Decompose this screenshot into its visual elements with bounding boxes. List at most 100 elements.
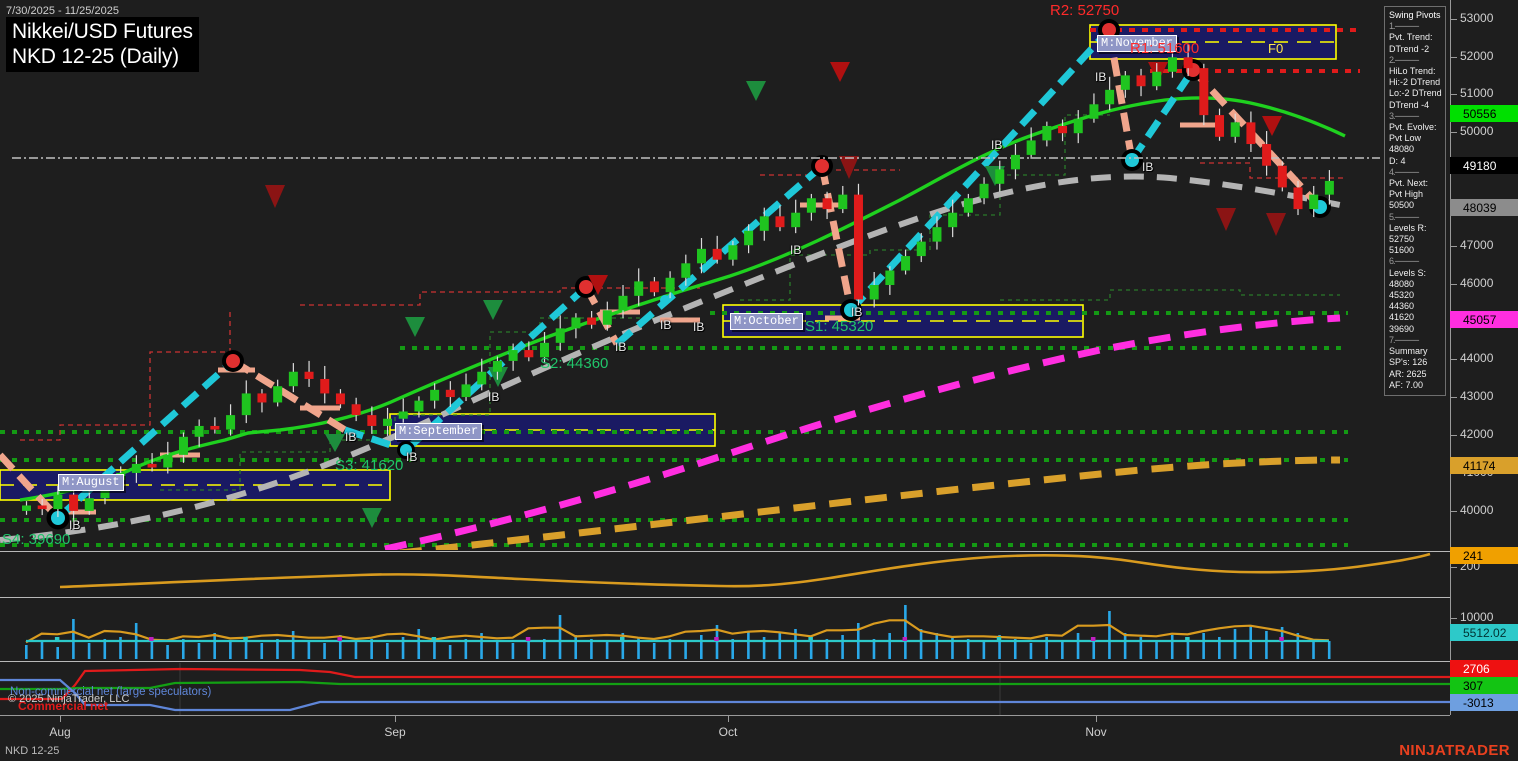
candle-body: [178, 436, 188, 455]
candle-body: [1246, 122, 1256, 145]
f0-label: F0: [1268, 41, 1284, 56]
cot-noncommercial-line: [0, 678, 1450, 712]
candle-body: [1215, 115, 1225, 137]
candle-body: [1293, 187, 1303, 210]
candle-body: [1073, 118, 1083, 134]
volume-bar: [448, 645, 452, 659]
candle-body: [728, 245, 738, 260]
volume-bar: [982, 641, 986, 659]
swing-pivot-line: D: 4: [1389, 155, 1406, 166]
cot-pane[interactable]: [0, 663, 1450, 715]
swing-pivot-line: 7.------------: [1389, 334, 1419, 345]
candle-body: [147, 463, 157, 468]
volume-marker-dot: [808, 637, 813, 641]
candle-body: [1105, 89, 1115, 105]
price-axis-badge[interactable]: 307: [1450, 677, 1518, 694]
ib-marker: IB: [693, 320, 705, 334]
ib-marker: IB: [1142, 160, 1154, 174]
price-axis-badge[interactable]: -3013: [1450, 694, 1518, 711]
open-interest-line: [59, 552, 1431, 589]
swing-pivot-line: 48080: [1389, 278, 1415, 289]
price-axis-badge[interactable]: 41174: [1450, 457, 1518, 474]
volume-bar: [1139, 637, 1143, 659]
candle-body: [1262, 144, 1272, 166]
open-interest-pane[interactable]: [0, 551, 1450, 598]
volume-bar: [150, 641, 154, 659]
cot-plot: [0, 663, 1450, 715]
candle-body: [273, 386, 283, 403]
candle-body: [1089, 104, 1099, 119]
volume-bar: [700, 635, 703, 659]
volume-bar: [872, 639, 876, 659]
price-pane[interactable]: M:August M:September M:October M:Novembe…: [0, 0, 1450, 550]
volume-bar: [166, 645, 169, 659]
volume-bar: [40, 641, 44, 659]
candle-body: [163, 454, 173, 468]
cot-spreading-line: [0, 680, 1450, 691]
volume-marker-dot: [54, 637, 60, 641]
volume-bar: [1013, 639, 1017, 659]
candle-body: [22, 505, 31, 511]
candle-body: [84, 498, 94, 511]
date-range-label: 7/30/2025 - 11/25/2025: [6, 5, 119, 17]
volume-pane[interactable]: [0, 599, 1450, 662]
price-axis-tick: 52000: [1451, 49, 1518, 63]
swing-pivot-line: 1.------------: [1389, 21, 1419, 32]
candle-body: [304, 371, 314, 379]
price-axis-badge[interactable]: 5512.02: [1450, 624, 1518, 641]
volume-bar: [558, 615, 562, 659]
price-axis-badge[interactable]: 50556: [1450, 105, 1518, 122]
volume-bar: [621, 633, 625, 659]
volume-bar: [401, 637, 405, 659]
price-axis-badge[interactable]: 2706: [1450, 660, 1518, 677]
sma-slow-line: [0, 173, 1351, 543]
volume-bar: [1312, 639, 1315, 659]
volume-marker-dot: [996, 637, 1002, 641]
swing-pivot-line: 5.------------: [1389, 211, 1419, 222]
price-axis-badge[interactable]: 48039: [1450, 199, 1518, 216]
candle-body: [398, 411, 408, 419]
volume-bar: [72, 619, 75, 659]
volume-marker-dot: [902, 637, 908, 641]
candle-body: [445, 389, 455, 398]
volume-bar: [1280, 627, 1284, 659]
swing-pivot-line: 48080: [1389, 144, 1415, 155]
candle-body: [1120, 75, 1130, 90]
candle-body: [53, 494, 63, 510]
volume-bar: [433, 641, 436, 659]
volume-bar: [480, 633, 483, 659]
volume-bar: [1076, 633, 1080, 659]
candle-body: [492, 360, 502, 372]
swing-pivots-panel[interactable]: Swing Pivots 1.------------ Pvt. Trend: DT…: [1384, 6, 1446, 396]
price-axis-badge[interactable]: 45057: [1450, 311, 1518, 328]
candle-body: [1042, 125, 1052, 141]
swing-pivot-line: Hi:-2 DTrend: [1389, 77, 1441, 88]
volume-marker-dot: [714, 637, 719, 641]
swing-pivot-line: 50500: [1389, 200, 1415, 211]
price-axis-badge[interactable]: 241: [1450, 547, 1518, 564]
swing-pivot-line: Pvt High: [1389, 189, 1424, 200]
candle-body: [869, 285, 879, 300]
volume-bar: [197, 643, 201, 659]
price-axis-badge[interactable]: 49180: [1450, 157, 1518, 174]
volume-bar: [527, 637, 530, 659]
candle-body: [414, 400, 424, 412]
candle-body: [822, 198, 832, 210]
candle-body: [901, 256, 911, 271]
swing-pivot-line: 41620: [1389, 312, 1415, 323]
volume-marker-dot: [337, 637, 342, 641]
volume-bar: [888, 633, 891, 659]
candle-body: [69, 494, 79, 511]
time-axis[interactable]: Aug Sep Oct Nov: [0, 715, 1450, 745]
volume-bar: [966, 639, 970, 659]
swing-pivot-line: Levels S:: [1389, 267, 1427, 278]
swing-pivot-line: 2.------------: [1389, 54, 1419, 65]
price-axis-tick: 40000: [1451, 503, 1518, 517]
sub-axis-tick: 200: [1451, 559, 1518, 573]
volume-bar: [637, 637, 640, 659]
level-label-s2: S2: 44360: [540, 355, 609, 372]
chart-title-line2: NKD 12-25 (Daily): [12, 45, 179, 68]
volume-bar: [1061, 641, 1064, 659]
copyright-label: © 2025 NinjaTrader, LLC: [8, 693, 130, 705]
price-axis[interactable]: 5300052000510005000049000480004700046000…: [1450, 0, 1518, 715]
